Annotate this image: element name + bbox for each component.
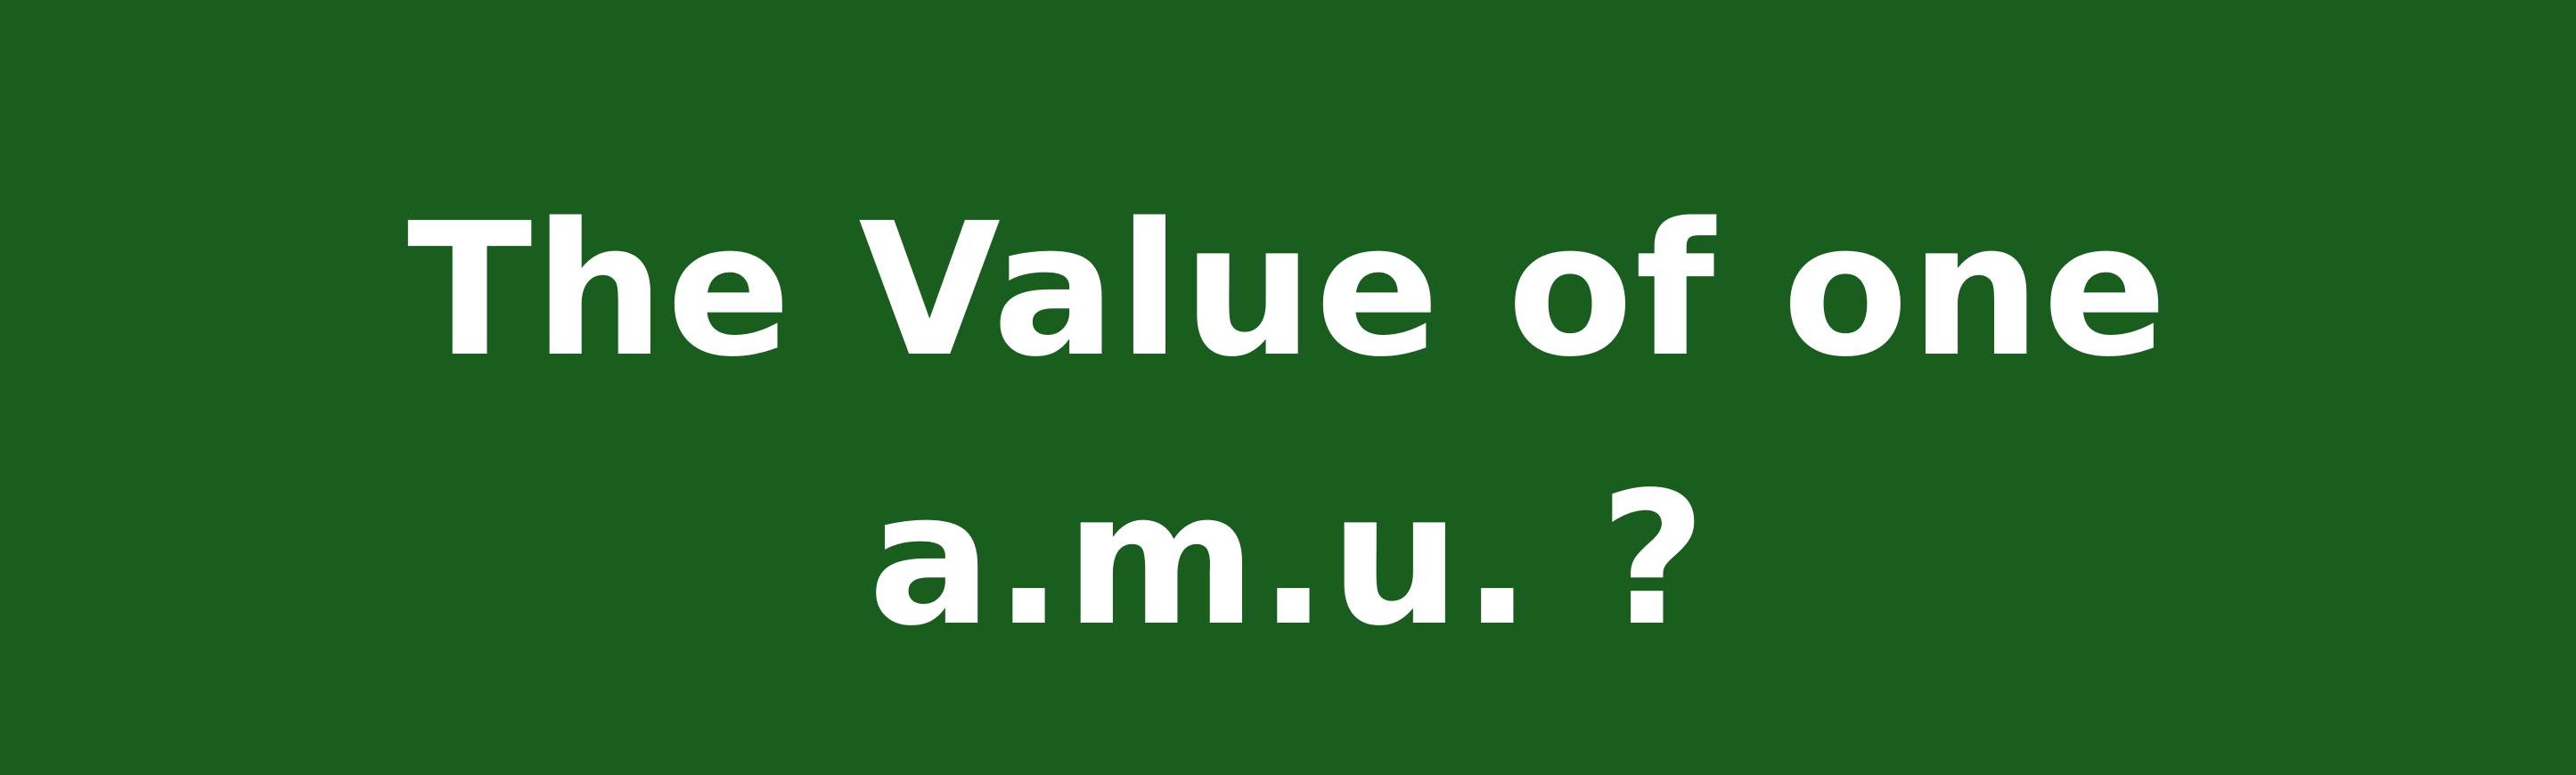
slide-title: The Value of one a.m.u. ?: [0, 156, 2576, 694]
title-line-1: The Value of one: [406, 184, 2170, 397]
title-line-2: a.m.u. ?: [868, 453, 1708, 666]
